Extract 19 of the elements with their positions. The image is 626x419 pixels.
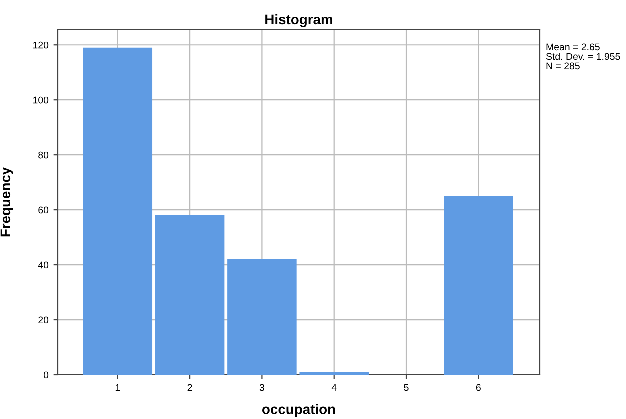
x-tick-label: 1 [116,384,120,392]
text: Mean = 2.65 [546,44,600,51]
y-tick-label: 0 [44,372,49,379]
y-axis-title: Frequency [0,167,14,237]
x-tick-label: 3 [260,384,264,392]
text: N = 285 [546,62,580,70]
y-tick-label: 40 [38,262,49,269]
y-tick-label: 100 [33,96,49,104]
x-axis-title: occupation [262,404,336,418]
x-tick-label: 2 [188,384,192,392]
x-tick-label: 4 [332,384,337,392]
text: Std. Dev. = 1.955 [546,52,620,60]
y-tick-label: 20 [38,316,49,324]
x-tick-label: 5 [404,384,409,392]
y-tick-label: 80 [38,152,49,159]
y-tick-label: 60 [38,206,49,214]
chart-title: Histogram [266,14,332,28]
y-tick-label: 120 [33,42,49,49]
x-tick-label: 6 [476,384,481,392]
